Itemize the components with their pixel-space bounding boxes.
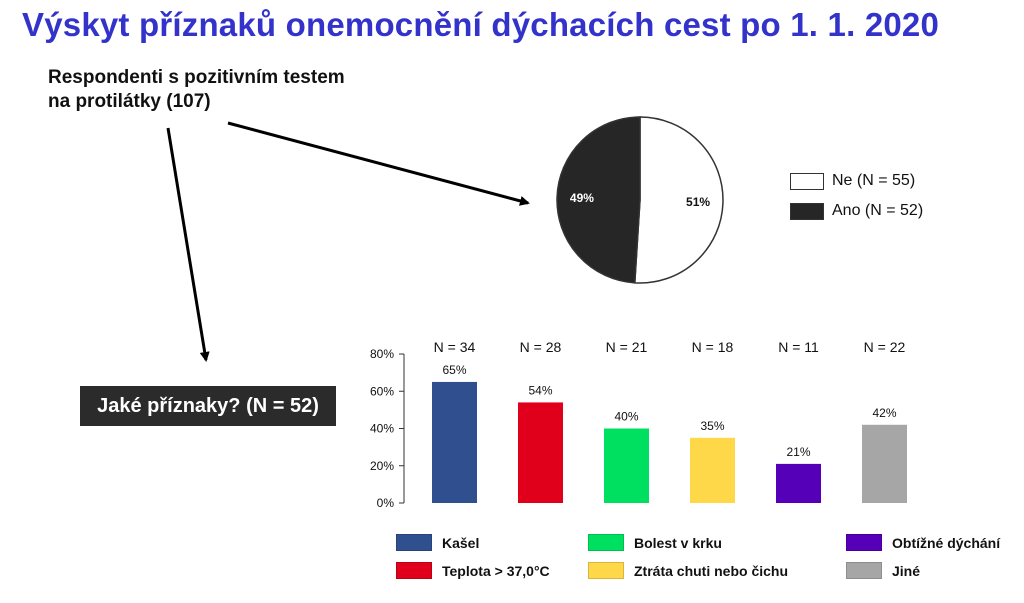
- bar-1: [518, 402, 563, 503]
- bar-n-label-0: N = 34: [434, 339, 476, 355]
- bar-value-label-0: 65%: [442, 363, 466, 377]
- bar-5: [862, 424, 907, 503]
- bar-2: [604, 428, 649, 503]
- legend-label-ztrata: Ztráta chuti nebo čichu: [634, 562, 789, 579]
- pie-legend-swatch-ne: [790, 172, 824, 190]
- bar-value-label-3: 35%: [700, 419, 724, 433]
- pie-slice-label-0: 51%: [686, 195, 710, 209]
- respondents-label: Respondenti s pozitivním testem na proti…: [48, 67, 345, 112]
- y-tick-label: 20%: [370, 459, 394, 473]
- y-tick-label: 60%: [370, 384, 394, 398]
- question-label: Jaké příznaky? (N = 52): [80, 386, 336, 426]
- legend-label-kasel: Kašel: [442, 534, 480, 551]
- pie-chart: 51% 49%: [556, 116, 724, 284]
- legend-swatch-teplota: [396, 562, 432, 579]
- bar-value-label-5: 42%: [872, 406, 896, 420]
- bar-n-label-4: N = 11: [778, 339, 819, 355]
- bar-n-label-5: N = 22: [864, 339, 906, 355]
- legend-item-kasel: Kašel: [396, 534, 479, 551]
- bar-legend: Kašel Teplota > 37,0°C Bolest v krku Ztr…: [390, 530, 1020, 590]
- pie-legend-label-ano: Ano (N = 52): [832, 202, 924, 219]
- pie-slice-0: [633, 116, 724, 284]
- bar-value-label-1: 54%: [528, 383, 552, 397]
- page-title: Výskyt příznaků onemocnění dýchacích ces…: [22, 6, 940, 43]
- legend-swatch-bolest: [588, 534, 624, 551]
- legend-item-teplota: Teplota > 37,0°C: [396, 562, 550, 579]
- y-tick-label: 40%: [370, 422, 394, 436]
- pie-legend-item-ano: Ano (N = 52): [790, 196, 923, 226]
- pie-slice-label-1: 49%: [570, 191, 594, 205]
- legend-swatch-kasel: [396, 534, 432, 551]
- legend-label-jine: Jiné: [892, 562, 921, 579]
- bar-0: [432, 381, 477, 503]
- legend-swatch-obtizne: [846, 534, 882, 551]
- legend-label-bolest: Bolest v krku: [634, 534, 722, 551]
- legend-label-obtizne: Obtížné dýchání: [892, 534, 1001, 551]
- legend-swatch-jine: [846, 562, 882, 579]
- bar-chart: 0% 20% 40% 60% 80% 65% N = 34 54% N = 28 40% N = 2…: [370, 339, 907, 510]
- arrow-to-pie: [227, 121, 530, 206]
- y-tick-label: 80%: [370, 347, 394, 361]
- pie-legend-item-ne: Ne (N = 55): [790, 166, 923, 196]
- bar-value-label-4: 21%: [786, 445, 810, 459]
- legend-item-ztrata: Ztráta chuti nebo čichu: [588, 562, 788, 579]
- legend-item-bolest: Bolest v krku: [588, 534, 722, 551]
- pie-slice-1: [556, 116, 641, 284]
- pie-legend: Ne (N = 55) Ano (N = 52): [790, 166, 923, 226]
- bar-n-label-2: N = 21: [606, 339, 648, 355]
- legend-item-obtizne: Obtížné dýchání: [846, 534, 1000, 551]
- arrow-to-question: [166, 127, 210, 362]
- bar-n-label-3: N = 18: [692, 339, 734, 355]
- legend-swatch-ztrata: [588, 562, 624, 579]
- legend-label-teplota: Teplota > 37,0°C: [442, 562, 550, 579]
- pie-legend-label-ne: Ne (N = 55): [832, 172, 916, 189]
- legend-item-jine: Jiné: [846, 562, 920, 579]
- bar-n-label-1: N = 28: [520, 339, 562, 355]
- pie-legend-swatch-ano: [790, 202, 824, 220]
- bar-value-label-2: 40%: [614, 410, 638, 424]
- bar-4: [776, 463, 821, 503]
- bar-3: [690, 437, 735, 503]
- y-tick-label: 0%: [377, 496, 395, 510]
